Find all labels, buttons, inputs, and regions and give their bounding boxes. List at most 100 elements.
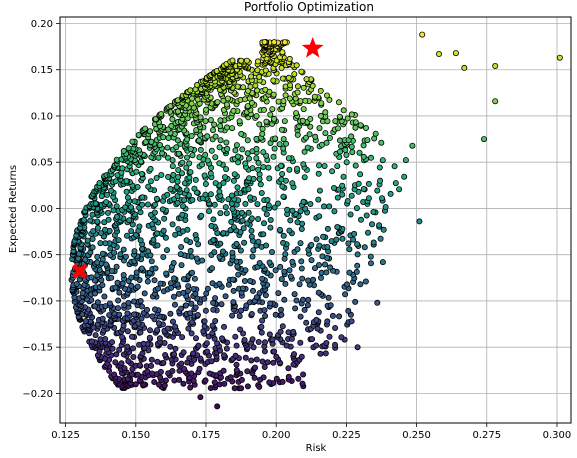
- data-point: [348, 133, 355, 140]
- outlier-point: [419, 31, 426, 38]
- data-point: [308, 257, 315, 264]
- data-point: [197, 114, 204, 121]
- data-point: [237, 326, 244, 333]
- data-point: [244, 383, 251, 390]
- y-tick-label: −0.20: [22, 389, 53, 400]
- data-point: [315, 261, 322, 268]
- data-point: [260, 220, 267, 227]
- data-point: [159, 150, 166, 157]
- data-point: [148, 362, 155, 369]
- data-point: [219, 248, 226, 255]
- data-point: [270, 359, 277, 366]
- data-point: [81, 217, 88, 224]
- data-point: [322, 130, 329, 137]
- data-point: [119, 334, 126, 341]
- data-point: [169, 367, 176, 374]
- data-point: [115, 305, 122, 312]
- data-point: [347, 211, 354, 218]
- data-point: [155, 285, 162, 292]
- data-point: [238, 385, 245, 392]
- data-point: [280, 136, 287, 143]
- data-point: [307, 200, 314, 207]
- data-point: [133, 168, 140, 175]
- data-point: [180, 380, 187, 387]
- highlighted-points: [71, 36, 324, 280]
- data-point: [217, 117, 224, 124]
- data-point: [139, 194, 146, 201]
- data-point: [303, 319, 310, 326]
- data-point: [357, 171, 364, 178]
- data-point: [121, 365, 128, 372]
- data-point: [229, 57, 236, 64]
- data-point: [156, 335, 163, 342]
- data-point: [321, 261, 328, 268]
- data-point: [279, 170, 286, 177]
- data-point: [126, 217, 133, 224]
- data-point: [280, 232, 287, 239]
- data-point: [158, 171, 165, 178]
- data-point: [275, 290, 282, 297]
- data-point: [278, 126, 285, 133]
- outlier-point: [214, 403, 221, 410]
- data-point: [146, 334, 153, 341]
- data-point: [293, 62, 300, 69]
- data-point: [209, 322, 216, 329]
- data-point: [242, 160, 249, 167]
- data-point: [222, 293, 229, 300]
- data-point: [106, 300, 113, 307]
- data-point: [204, 348, 211, 355]
- data-point: [125, 145, 132, 152]
- data-point: [254, 58, 261, 65]
- data-point: [339, 182, 346, 189]
- data-point: [323, 269, 330, 276]
- data-point: [238, 376, 245, 383]
- data-point: [102, 226, 109, 233]
- data-point: [116, 311, 123, 318]
- data-point: [354, 241, 361, 248]
- data-point: [218, 335, 225, 342]
- data-point: [367, 253, 374, 260]
- data-point: [240, 330, 247, 337]
- data-point: [193, 127, 200, 134]
- outlier-point: [480, 136, 487, 143]
- data-point: [183, 237, 190, 244]
- data-point: [241, 277, 248, 284]
- data-point: [360, 153, 367, 160]
- data-point: [260, 149, 267, 156]
- data-point: [99, 256, 106, 263]
- data-point: [247, 83, 254, 90]
- data-point: [290, 328, 297, 335]
- data-point: [266, 379, 273, 386]
- data-point: [229, 249, 236, 256]
- data-point: [122, 253, 129, 260]
- data-point: [374, 187, 381, 194]
- data-point: [352, 162, 359, 169]
- data-point: [360, 185, 367, 192]
- data-point: [315, 162, 322, 169]
- data-point: [135, 320, 142, 327]
- data-point: [198, 212, 205, 219]
- data-point: [233, 142, 240, 149]
- data-point: [267, 111, 274, 118]
- data-point: [82, 317, 89, 324]
- data-point: [290, 351, 297, 358]
- data-point: [377, 235, 384, 242]
- data-point: [186, 160, 193, 167]
- data-point: [192, 231, 199, 238]
- data-point: [183, 164, 190, 171]
- data-point: [370, 239, 377, 246]
- data-point: [118, 360, 125, 367]
- data-point: [246, 175, 253, 182]
- data-point: [279, 323, 286, 330]
- data-point: [202, 151, 209, 158]
- data-point: [241, 336, 248, 343]
- data-point: [298, 258, 305, 265]
- data-point: [156, 141, 163, 148]
- data-point: [210, 216, 217, 223]
- data-point: [141, 290, 148, 297]
- data-point: [116, 289, 123, 296]
- data-point: [287, 217, 294, 224]
- outlier-point: [452, 50, 459, 57]
- data-point: [189, 152, 196, 159]
- x-tick-label: 0.225: [332, 430, 361, 441]
